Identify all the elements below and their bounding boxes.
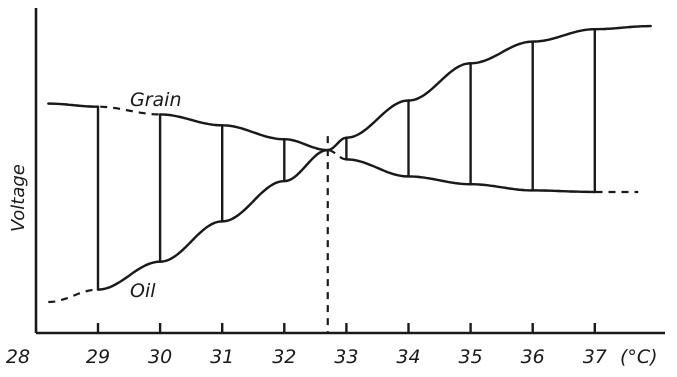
grain-solid-segment xyxy=(531,189,596,194)
x-tick-label-33: 33 xyxy=(334,346,358,368)
grain-label: Grain xyxy=(130,89,182,111)
x-tick-label-31: 31 xyxy=(210,346,234,368)
x-tick-label-37: 37 xyxy=(583,346,607,368)
axes xyxy=(34,8,665,335)
oil-solid-segment xyxy=(345,99,410,139)
x-tick-label-30: 30 xyxy=(148,346,172,368)
grain-solid-segment xyxy=(469,183,534,192)
grain-solid-segment xyxy=(283,138,329,152)
oil-curve-dashed xyxy=(48,25,651,304)
oil-solid-segment xyxy=(469,40,534,65)
oil-solid-segment xyxy=(531,28,596,43)
y-axis-label: Voltage xyxy=(8,164,29,232)
oil-solid-segment xyxy=(283,148,329,183)
x-tick-labels: 28 29 30 31 32 33 34 35 36 37 xyxy=(6,346,607,368)
curves xyxy=(47,24,652,304)
switching-lines xyxy=(96,28,596,291)
oil-solid-segment xyxy=(158,220,224,263)
x-tick-label-36: 36 xyxy=(521,346,545,368)
grain-solid-segment xyxy=(47,102,100,108)
oil-solid-segment xyxy=(96,260,162,291)
x-tick-label-34: 34 xyxy=(396,346,420,368)
x-tick-label-35: 35 xyxy=(459,346,483,368)
x-tick-label-28: 28 xyxy=(6,346,30,368)
x-tick-label-29: 29 xyxy=(86,346,110,368)
oil-label: Oil xyxy=(130,280,156,302)
grain-curve-dashed xyxy=(48,102,639,194)
grain-solid-segment xyxy=(158,113,223,127)
oil-solid-segment xyxy=(407,62,472,102)
x-unit-label: (°C) xyxy=(620,346,658,368)
grain-solid-segment xyxy=(407,175,472,186)
grain-solid-segment xyxy=(345,158,410,178)
grain-solid-segment xyxy=(221,124,285,141)
x-ticks xyxy=(96,323,596,333)
x-tick-label-32: 32 xyxy=(272,346,296,368)
oil-solid-segment xyxy=(326,136,348,152)
oil-solid-segment xyxy=(593,24,652,31)
oil-solid-segment xyxy=(221,179,286,223)
